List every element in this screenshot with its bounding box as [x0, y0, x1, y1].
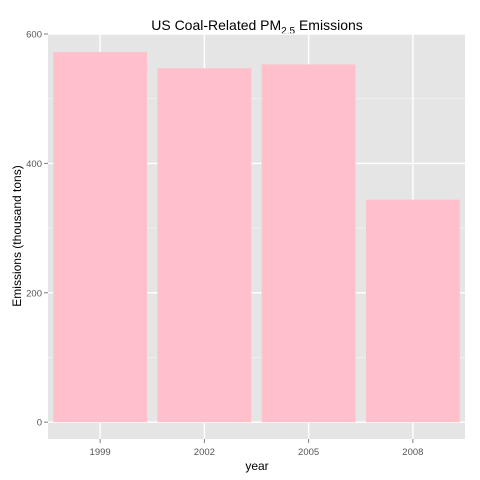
x-tick-label: 1999 [90, 447, 111, 458]
chart-title: US Coal-Related PM2.5 Emissions [151, 17, 363, 37]
y-tick-label: 400 [26, 159, 42, 170]
bar-2005 [261, 64, 356, 423]
y-axis-ticks: 0 200 400 600 [26, 30, 48, 429]
chart-title-prefix: US Coal-Related PM [151, 17, 281, 33]
y-tick-label: 600 [26, 30, 42, 41]
bar-1999 [53, 52, 148, 423]
x-tick-label: 2002 [194, 447, 215, 458]
x-tick-label: 2005 [298, 447, 319, 458]
bar-series [53, 52, 460, 423]
y-axis-title: Emissions (thousand tons) [10, 165, 24, 306]
bar-2008 [365, 199, 460, 423]
y-tick-label: 0 [37, 418, 42, 429]
chart-title-subscript: 2.5 [281, 26, 295, 37]
bar-2002 [157, 68, 252, 423]
x-tick-label: 2008 [402, 447, 423, 458]
x-axis-ticks: 1999 2002 2005 2008 [90, 439, 423, 458]
x-axis-title: year [245, 459, 268, 473]
y-tick-label: 200 [26, 288, 42, 299]
chart-title-suffix: Emissions [295, 17, 363, 33]
